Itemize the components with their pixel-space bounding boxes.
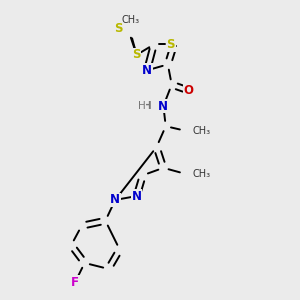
Text: N: N	[132, 190, 142, 202]
Text: N: N	[110, 194, 120, 206]
Text: S: S	[114, 22, 122, 34]
Text: CH₃: CH₃	[122, 15, 140, 25]
Text: CH₃: CH₃	[193, 169, 211, 179]
Text: S: S	[167, 38, 175, 51]
Text: H: H	[138, 101, 146, 111]
Text: F: F	[71, 276, 79, 289]
Text: H: H	[143, 101, 152, 111]
Text: S: S	[132, 48, 141, 62]
Text: O: O	[184, 84, 194, 97]
Text: N: N	[142, 64, 152, 77]
Text: N: N	[158, 100, 168, 112]
Text: CH₃: CH₃	[193, 126, 211, 136]
